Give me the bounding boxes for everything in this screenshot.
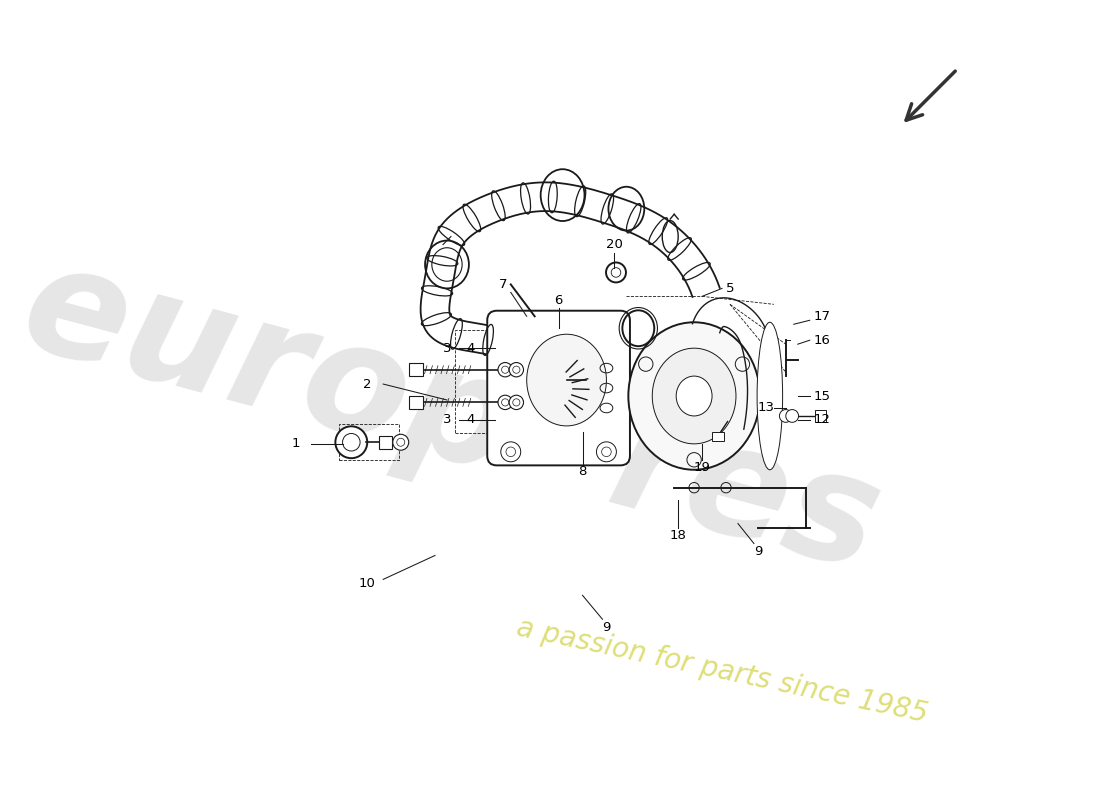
Ellipse shape [652,348,736,444]
Text: 3: 3 [442,342,451,354]
Ellipse shape [606,262,626,282]
Ellipse shape [757,322,782,470]
Text: 6: 6 [554,294,563,307]
Ellipse shape [676,376,712,416]
Ellipse shape [498,362,513,377]
Ellipse shape [527,334,606,426]
Text: 9: 9 [602,621,610,634]
Text: 17: 17 [813,310,830,322]
Ellipse shape [628,322,760,470]
Ellipse shape [393,434,409,450]
Text: 16: 16 [813,334,830,346]
Text: 10: 10 [359,577,376,590]
Text: 7: 7 [498,278,507,291]
Ellipse shape [509,362,524,377]
FancyBboxPatch shape [487,310,630,466]
FancyBboxPatch shape [814,410,826,422]
FancyBboxPatch shape [379,436,392,449]
FancyBboxPatch shape [713,432,725,442]
Ellipse shape [336,426,367,458]
Text: 9: 9 [754,545,762,558]
Text: 8: 8 [579,466,586,478]
Text: a passion for parts since 1985: a passion for parts since 1985 [514,614,931,728]
Text: 3: 3 [442,414,451,426]
Text: 13: 13 [758,402,774,414]
Text: 4: 4 [466,414,475,426]
Text: 18: 18 [670,529,686,542]
Ellipse shape [509,395,524,410]
FancyBboxPatch shape [409,396,424,409]
Text: 1: 1 [292,438,300,450]
Text: 12: 12 [813,414,830,426]
Text: 5: 5 [726,282,734,295]
Ellipse shape [785,410,799,422]
Text: 2: 2 [363,378,372,390]
Ellipse shape [780,410,792,422]
Text: 15: 15 [813,390,830,402]
Text: 19: 19 [694,462,711,474]
Text: 4: 4 [466,342,475,354]
FancyBboxPatch shape [409,363,424,376]
Ellipse shape [498,395,513,410]
Text: 20: 20 [606,238,623,251]
Text: europ  res: europ res [8,230,894,602]
